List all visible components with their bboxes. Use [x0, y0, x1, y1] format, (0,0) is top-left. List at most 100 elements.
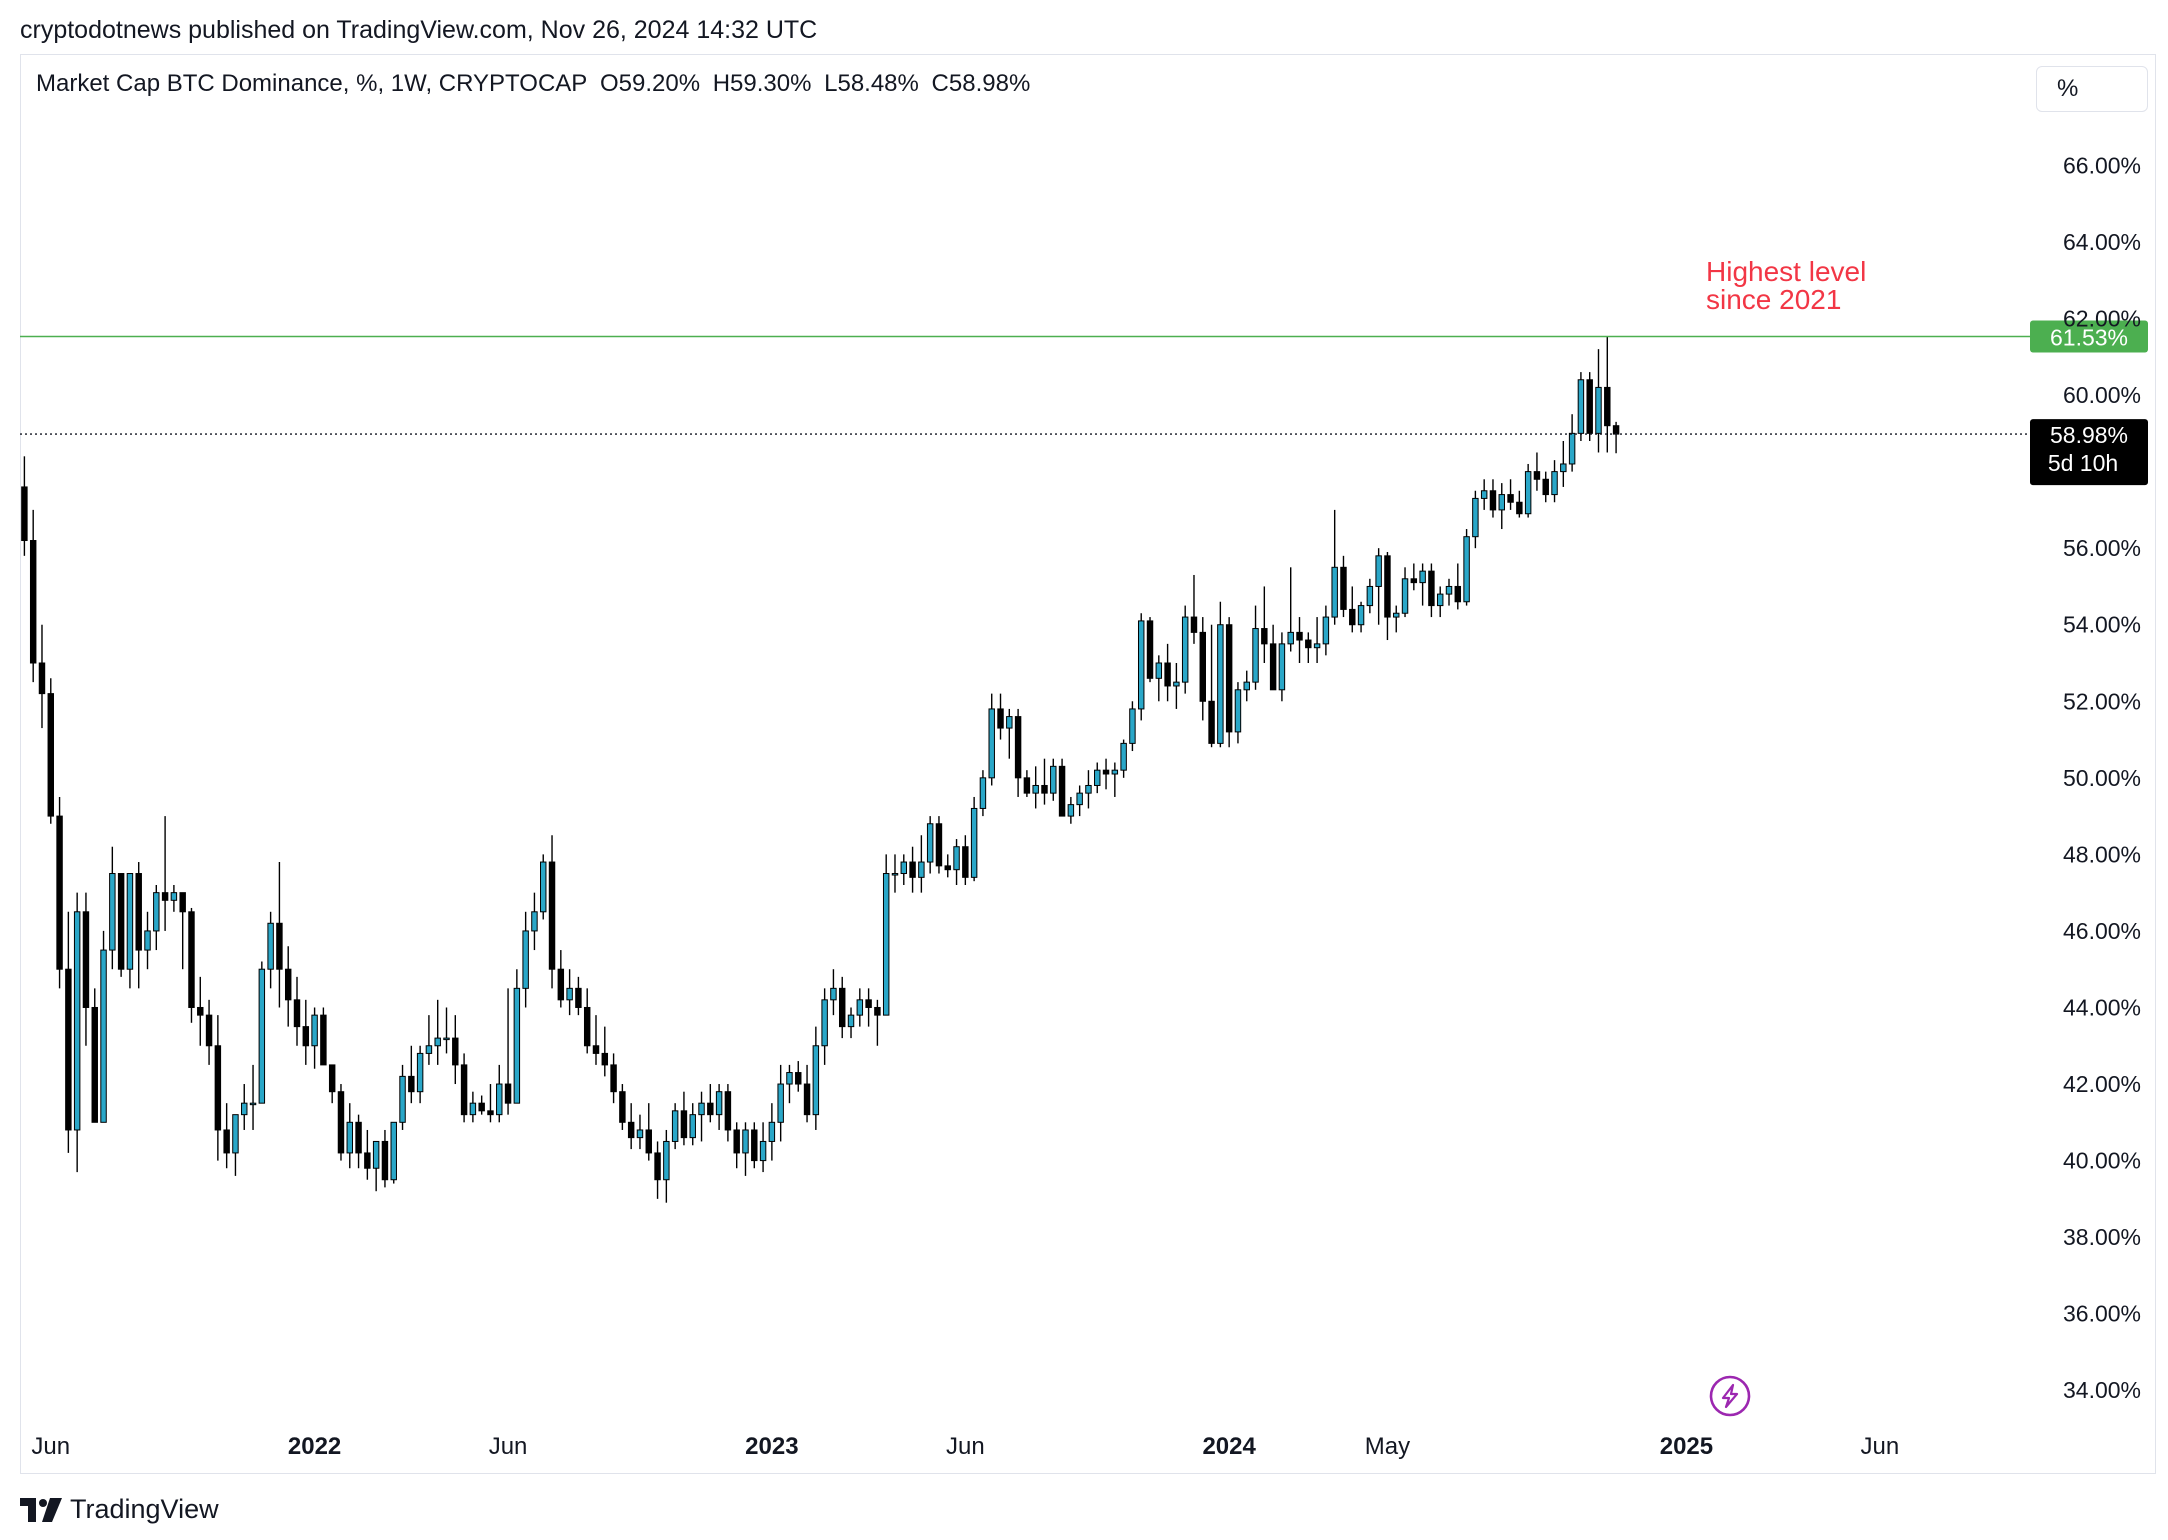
candle-body — [29, 540, 37, 664]
candle-body — [909, 861, 916, 878]
candle-body — [1436, 593, 1444, 607]
candle — [856, 988, 864, 1027]
candle-body — [1146, 620, 1154, 679]
candle — [1137, 613, 1145, 721]
percent-scale-button[interactable]: % — [2036, 66, 2148, 112]
candle-body — [1094, 769, 1101, 786]
candle — [1313, 617, 1321, 663]
candle — [170, 885, 178, 912]
candle — [1085, 770, 1092, 809]
tradingview-logo-icon — [20, 1497, 62, 1522]
x-tick-label: Jun — [946, 1433, 985, 1460]
candle — [988, 693, 995, 786]
candle-body — [65, 968, 72, 1131]
candle — [1190, 574, 1198, 644]
lightning-icon-bolt — [1721, 1383, 1739, 1409]
candle-body — [865, 999, 872, 1008]
candle — [830, 969, 837, 1016]
candle — [759, 1122, 767, 1173]
candle — [161, 816, 169, 931]
y-tick-label: 48.00% — [2063, 841, 2141, 867]
candle-body — [1445, 585, 1453, 595]
candle-body — [1560, 463, 1567, 473]
candle — [214, 1015, 222, 1161]
candle — [117, 873, 125, 977]
candle — [838, 976, 846, 1039]
candle — [153, 885, 160, 951]
candle-body — [425, 1045, 433, 1054]
highest-level-label: 61.53% — [2050, 325, 2128, 351]
candle-body — [1234, 689, 1242, 733]
y-tick-label: 38.00% — [2063, 1224, 2141, 1250]
candle-body — [1366, 585, 1374, 607]
annotation-line-2: since 2021 — [1706, 284, 1842, 315]
candle-body — [337, 1091, 345, 1154]
symbol-legend[interactable]: Market Cap BTC Dominance, %, 1W, CRYPTOC… — [36, 70, 1036, 98]
candle — [258, 961, 266, 1104]
candle-body — [1524, 471, 1532, 515]
candle-body — [1533, 471, 1541, 480]
candle-body — [882, 873, 890, 1016]
candle — [698, 1091, 705, 1142]
legend-symbol: Market Cap BTC Dominance, %, 1W, CRYPTOC… — [36, 70, 588, 97]
candle — [56, 796, 63, 989]
candle — [742, 1122, 749, 1176]
candle — [636, 1114, 644, 1150]
highest-level-badge — [2030, 320, 2148, 353]
candle-body — [496, 1083, 503, 1116]
candle-body — [531, 911, 538, 932]
candle — [1340, 555, 1347, 618]
candle-body — [610, 1064, 617, 1093]
candle — [469, 1091, 477, 1123]
candle — [29, 509, 37, 683]
candle — [979, 770, 987, 817]
candle — [1401, 567, 1409, 618]
candle-body — [847, 1014, 855, 1028]
candle-body — [1076, 792, 1083, 806]
candle-body — [188, 911, 195, 1008]
candle-body — [970, 807, 978, 878]
candle-body — [1349, 608, 1356, 626]
candle — [803, 1064, 811, 1123]
candle — [751, 1122, 758, 1169]
candle-body — [1269, 643, 1277, 691]
candle — [223, 1103, 230, 1169]
candle — [795, 1061, 802, 1092]
candle-body — [276, 922, 283, 970]
x-tick-label: Jun — [31, 1433, 70, 1460]
candle — [443, 1007, 450, 1054]
y-tick-label: 46.00% — [2063, 918, 2141, 944]
candle-body — [944, 865, 951, 871]
candle-body — [302, 1026, 310, 1047]
candle — [1533, 452, 1541, 491]
candle-body — [812, 1045, 820, 1116]
candle — [1181, 605, 1189, 694]
candle-body — [803, 1083, 811, 1116]
candle-body — [284, 968, 292, 1001]
candle — [1516, 490, 1523, 518]
tradingview-brand[interactable]: TradingView — [20, 1494, 219, 1525]
candle-body — [715, 1091, 723, 1116]
chart-frame — [20, 54, 2156, 1474]
y-tick-label: 62.00% — [2063, 306, 2141, 332]
candle — [1384, 552, 1391, 641]
candle-body — [320, 1014, 327, 1066]
candle — [1173, 663, 1180, 709]
candle — [65, 911, 72, 1153]
candle-body — [1164, 662, 1171, 687]
candle — [1551, 460, 1558, 503]
candle — [962, 835, 969, 885]
candle-body — [355, 1121, 362, 1154]
bar-countdown-label: 5d 10h — [2048, 450, 2118, 476]
candle-body — [1181, 616, 1189, 683]
candle — [47, 678, 55, 824]
candle — [73, 892, 81, 1173]
candle-body — [1129, 708, 1136, 744]
tradingview-wordmark: TradingView — [70, 1494, 219, 1524]
candle — [249, 1064, 257, 1130]
candle — [188, 907, 195, 1023]
candle — [513, 969, 521, 1104]
candle — [601, 1026, 609, 1077]
candle — [592, 1015, 600, 1065]
